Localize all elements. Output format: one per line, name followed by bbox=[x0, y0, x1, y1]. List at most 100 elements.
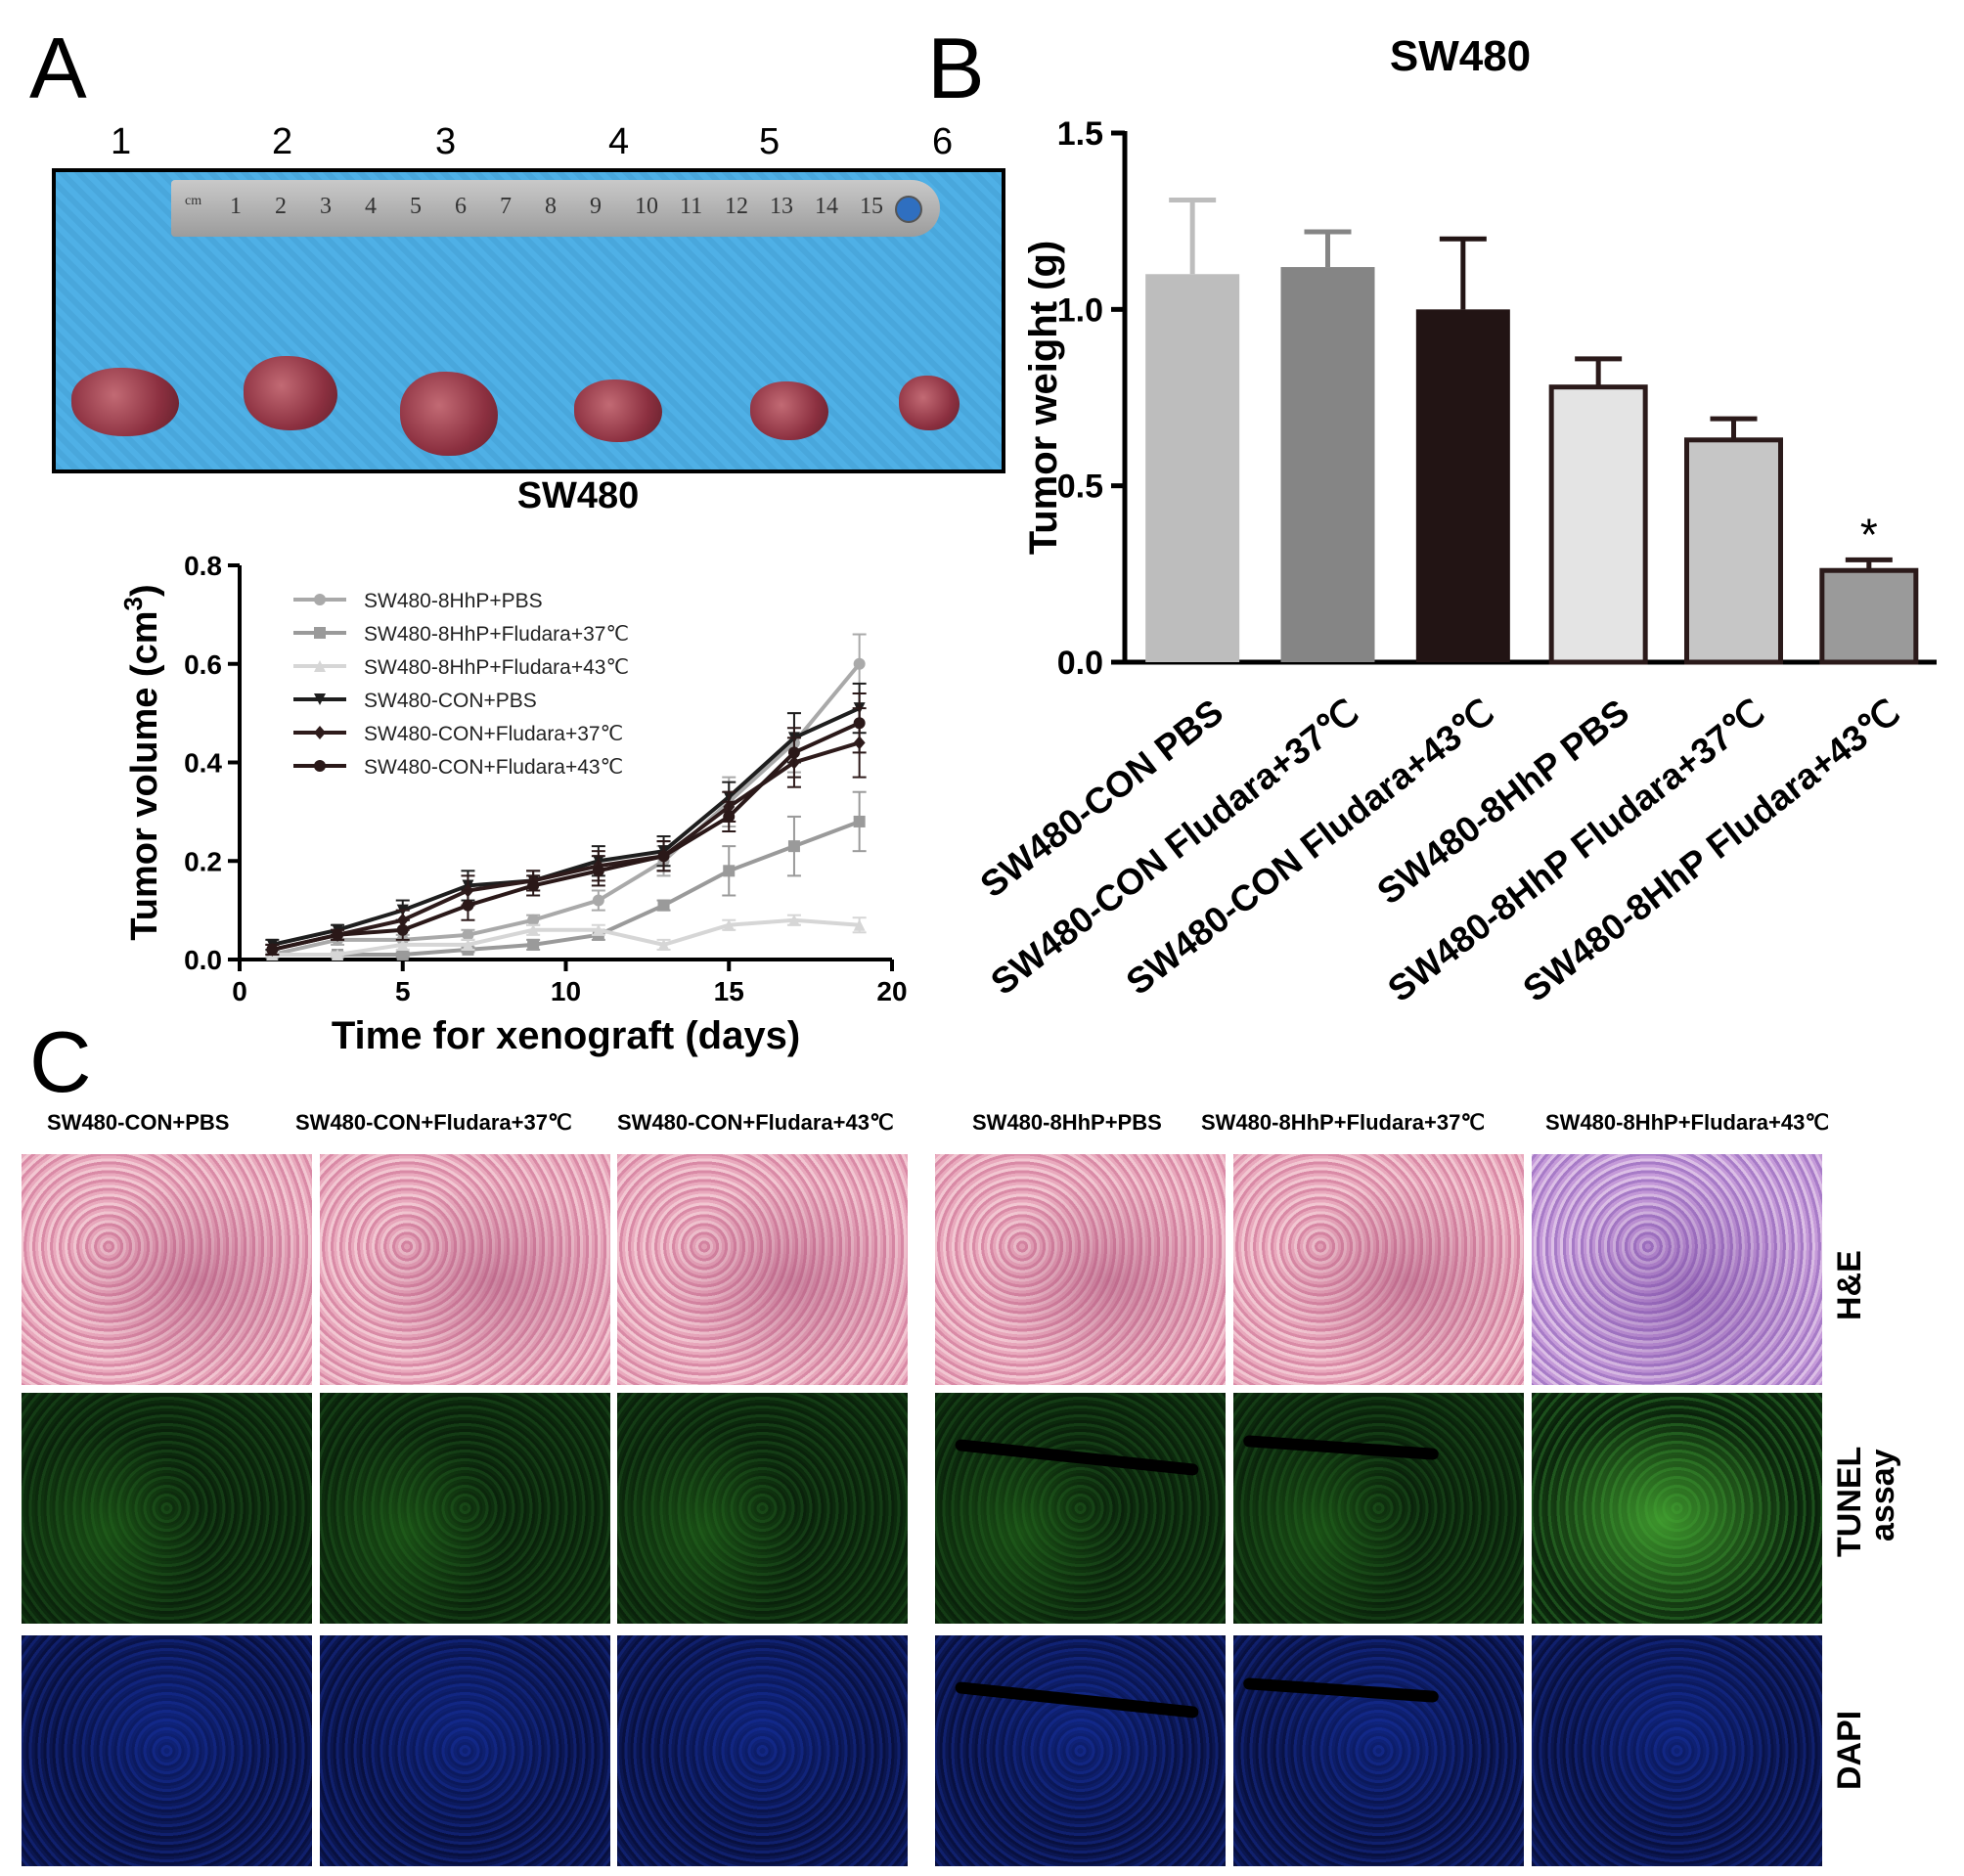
legend-label: SW480-CON+Fludara+43℃ bbox=[364, 756, 623, 779]
y-tick-label: 1.0 bbox=[1057, 291, 1103, 329]
data-point bbox=[396, 923, 409, 936]
data-point bbox=[787, 914, 800, 926]
data-point bbox=[592, 865, 604, 877]
tumor-volume-chart: 0.0 0.2 0.4 0.6 0.8 0 5 10 15 20 Time for xenograf… bbox=[118, 551, 908, 1057]
legend-entry: SW480-8HhP+PBS bbox=[293, 590, 543, 612]
data-point bbox=[527, 923, 540, 936]
data-point bbox=[657, 850, 670, 863]
legend-label: SW480-CON+Fludara+37℃ bbox=[364, 723, 623, 745]
ruler-number: 12 bbox=[725, 194, 748, 219]
y-axis-label: Tumor weight (g) bbox=[1022, 241, 1065, 555]
series-line bbox=[271, 706, 861, 947]
bar bbox=[1145, 274, 1240, 662]
data-point bbox=[332, 948, 344, 960]
ruler-number: cm bbox=[185, 194, 202, 208]
dapi-image bbox=[320, 1635, 610, 1866]
x-tick-label: 0 bbox=[232, 976, 247, 1006]
legend-marker bbox=[314, 627, 326, 639]
bar bbox=[1819, 567, 1919, 665]
he-image bbox=[320, 1154, 610, 1385]
legend-label: SW480-8HhP+Fludara+37℃ bbox=[364, 623, 629, 646]
data-point bbox=[723, 918, 736, 931]
data-point bbox=[723, 810, 736, 823]
ruler-number: 7 bbox=[500, 194, 512, 219]
legend-entry: SW480-8HhP+Fludara+37℃ bbox=[293, 623, 629, 646]
tissue-gap bbox=[1242, 1435, 1440, 1460]
legend-marker bbox=[314, 660, 326, 672]
panel-letter-a: A bbox=[29, 20, 87, 116]
ruler-number: 8 bbox=[545, 194, 557, 219]
column-header: SW480-8HhP+Fludara+37℃ bbox=[1201, 1110, 1486, 1135]
series-3 bbox=[265, 914, 867, 960]
photo-number: 5 bbox=[759, 121, 781, 162]
series-line bbox=[272, 820, 861, 957]
data-point bbox=[657, 899, 670, 912]
column-header: SW480-CON+Fludara+43℃ bbox=[617, 1110, 894, 1135]
series-line bbox=[272, 917, 860, 957]
tumor-6 bbox=[899, 376, 960, 430]
tunel-image bbox=[1233, 1393, 1524, 1624]
ruler-number: 13 bbox=[770, 194, 793, 219]
dapi-image bbox=[617, 1635, 908, 1866]
data-point bbox=[657, 938, 670, 951]
he-image bbox=[617, 1154, 908, 1385]
data-point bbox=[462, 899, 474, 912]
y-axis-label: Tumor volume (cm3) bbox=[118, 584, 165, 940]
ruler-number: 4 bbox=[365, 194, 377, 219]
legend-entry: SW480-CON+Fludara+37℃ bbox=[293, 723, 623, 745]
legend-marker bbox=[314, 693, 326, 705]
photo-number: 6 bbox=[932, 121, 954, 162]
data-point bbox=[592, 923, 604, 936]
series-6 bbox=[265, 692, 867, 956]
he-image bbox=[935, 1154, 1226, 1385]
legend-label: SW480-8HhP+Fludara+43℃ bbox=[364, 656, 629, 679]
he-image bbox=[1233, 1154, 1524, 1385]
y-tick-label: 0.8 bbox=[184, 551, 222, 581]
photo-number: 1 bbox=[111, 121, 132, 162]
tunel-image bbox=[617, 1393, 908, 1624]
tunel-image bbox=[1532, 1393, 1822, 1624]
tumor-4 bbox=[574, 380, 662, 442]
data-point bbox=[723, 865, 736, 877]
row-label-tunel_2: assay bbox=[1864, 1449, 1901, 1541]
legend-marker bbox=[314, 594, 326, 605]
legend-label: SW480-8HhP+PBS bbox=[364, 590, 543, 612]
data-point bbox=[787, 746, 800, 759]
ruler-number: 15 bbox=[860, 194, 883, 219]
y-tick-label: 0.2 bbox=[184, 846, 222, 876]
legend-entry: SW480-CON+PBS bbox=[293, 690, 537, 712]
tissue-gap bbox=[1242, 1677, 1440, 1703]
category-label: SW480-CON PBS bbox=[973, 692, 1230, 905]
tissue-gap bbox=[955, 1438, 1199, 1477]
ruler-number: 14 bbox=[815, 194, 838, 219]
dapi-image bbox=[22, 1635, 312, 1866]
data-point bbox=[462, 928, 474, 941]
he-image bbox=[1532, 1154, 1822, 1385]
he-image bbox=[22, 1154, 312, 1385]
x-tick-label: 5 bbox=[395, 976, 411, 1006]
legend-entry: SW480-CON+Fludara+43℃ bbox=[293, 756, 623, 779]
data-point bbox=[462, 938, 474, 951]
legend-entry: SW480-8HhP+Fludara+43℃ bbox=[293, 656, 629, 679]
y-tick-label: 1.5 bbox=[1057, 115, 1103, 153]
data-point bbox=[853, 918, 866, 931]
chart-title: SW480 bbox=[1390, 32, 1531, 80]
tunel-image bbox=[320, 1393, 610, 1624]
ruler-hole bbox=[895, 196, 922, 223]
tumor-1 bbox=[71, 368, 179, 436]
photo-number: 4 bbox=[608, 121, 630, 162]
tumor-weight-chart: SW480 0.0 0.5 1.0 1.5 Tumor weight (g) SW480-C… bbox=[973, 32, 1937, 1009]
tissue-gap bbox=[955, 1680, 1199, 1720]
significance-marker: * bbox=[1860, 509, 1878, 559]
bar bbox=[1415, 309, 1510, 662]
column-header: SW480-8HhP+Fludara+43℃ bbox=[1545, 1110, 1830, 1135]
x-tick-label: 10 bbox=[551, 976, 581, 1006]
x-axis-label: Time for xenograft (days) bbox=[332, 1014, 800, 1057]
legend-label: SW480-CON+PBS bbox=[364, 690, 537, 712]
data-point bbox=[527, 879, 540, 892]
y-tick-label: 0.4 bbox=[184, 748, 222, 779]
data-point bbox=[592, 894, 604, 907]
ruler: cm 1 2 3 4 5 6 7 8 9 10 11 12 13 14 15 bbox=[171, 180, 940, 237]
data-point bbox=[396, 938, 409, 951]
legend-marker bbox=[314, 760, 326, 772]
